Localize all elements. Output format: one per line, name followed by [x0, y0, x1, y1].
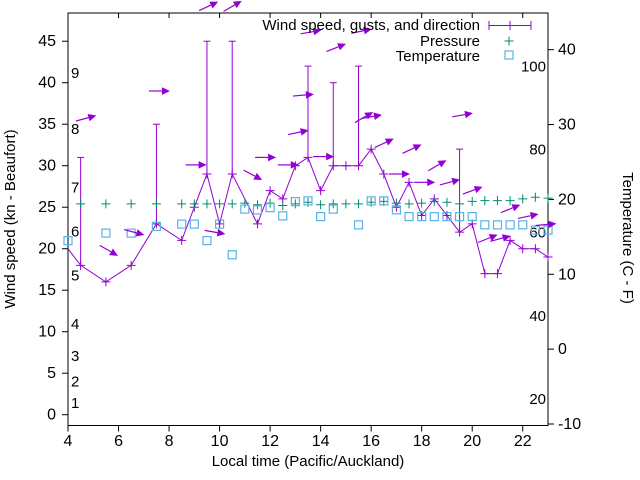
- beaufort-label: 7: [71, 179, 79, 196]
- y-right-tick-label: -10: [558, 416, 581, 433]
- wind-direction-arrow: [300, 27, 322, 36]
- wind-direction-arrow: [452, 110, 473, 119]
- wind-direction-arrow: [185, 161, 207, 169]
- x-tick-label: 14: [312, 433, 330, 450]
- wind-direction-arrow: [361, 112, 382, 120]
- legend-label-temperature: Temperature: [396, 48, 480, 65]
- wind-direction-arrow: [427, 160, 447, 172]
- wind-direction-arrow: [414, 178, 436, 187]
- y-left-tick-label: 10: [38, 324, 56, 341]
- x-tick-label: 22: [514, 433, 532, 450]
- wind-direction-arrow: [75, 113, 97, 122]
- wind-direction-arrow: [255, 153, 277, 162]
- wind-direction-arrow: [277, 161, 299, 169]
- wind-speed-series: [67, 144, 553, 287]
- pressure-series: [76, 192, 553, 211]
- fahrenheit-label: 80: [529, 142, 546, 159]
- temperature-series: [63, 196, 553, 260]
- wind-direction-arrow: [223, 0, 242, 12]
- wind-direction-arrow: [439, 177, 461, 186]
- wind-direction-arrow: [198, 1, 219, 12]
- x-tick-label: 20: [463, 433, 481, 450]
- wind-direction-arrow: [99, 244, 118, 256]
- fahrenheit-label: 60: [529, 225, 546, 242]
- y-right-tick-label: 30: [558, 117, 576, 134]
- chart-dynamic-layer: 4 6 8 10 12 14 16 18 20 2205101520253035404512345…: [38, 0, 581, 450]
- wind-direction-arrow: [477, 234, 498, 244]
- x-axis: 4 6 8 10 12 14 16 18 20 22: [64, 13, 532, 450]
- y-right-tick-label: 0: [558, 341, 567, 358]
- x-tick-label: 10: [211, 433, 229, 450]
- y-left-tick-label: 30: [38, 158, 56, 175]
- legend-samples: [488, 21, 532, 60]
- fahrenheit-label: 40: [529, 308, 546, 325]
- wind-direction-arrow: [243, 169, 263, 181]
- x-tick-label: 18: [413, 433, 431, 450]
- beaufort-label: 8: [71, 121, 79, 138]
- x-tick-label: 8: [165, 433, 174, 450]
- y-left-tick-label: 0: [47, 407, 56, 424]
- wind-direction-arrow: [204, 228, 226, 237]
- y-left-tick-label: 15: [38, 282, 56, 299]
- wind-direction-arrow: [313, 152, 335, 161]
- y-left-tick-label: 40: [38, 75, 56, 92]
- wind-direction-arrows: [75, 0, 557, 256]
- gust-bars: [77, 40, 464, 266]
- wind-direction-arrow: [351, 26, 372, 35]
- wind-direction-arrow: [326, 43, 346, 53]
- y-left-tick-label: 5: [47, 365, 56, 382]
- x-tick-label: 16: [362, 433, 380, 450]
- x-tick-label: 6: [114, 433, 123, 450]
- y-left-tick-label: 45: [38, 33, 56, 50]
- fahrenheit-label: 20: [529, 391, 546, 408]
- wind-direction-arrow: [287, 128, 309, 136]
- beaufort-label: 3: [71, 348, 79, 365]
- beaufort-label: 4: [71, 316, 79, 333]
- wind-direction-arrow: [500, 204, 521, 214]
- y-left-tick-label: 35: [38, 116, 56, 133]
- y-right-tick-label: 40: [558, 42, 576, 59]
- beaufort-label: 1: [71, 395, 79, 412]
- beaufort-label: 6: [71, 223, 79, 240]
- wind-direction-arrow: [374, 138, 394, 149]
- beaufort-label: 2: [71, 374, 79, 391]
- y-axis-right: -10 0 10 20 30 40 20 40 60 80 100: [521, 42, 581, 433]
- y-axis-title-right: Temperature (C - F): [619, 172, 636, 304]
- wind-direction-arrow: [490, 234, 511, 242]
- wind-direction-arrow: [354, 112, 374, 124]
- plot-border: [67, 12, 549, 426]
- y-left-tick-label: 25: [38, 199, 56, 216]
- fahrenheit-label: 100: [521, 58, 546, 75]
- legend-label-pressure: Pressure: [420, 33, 480, 50]
- x-axis-title: Local time (Pacific/Auckland): [212, 453, 405, 470]
- y-right-tick-label: 10: [558, 266, 576, 283]
- wind-direction-arrow: [123, 228, 145, 237]
- y-right-tick-label: 20: [558, 191, 576, 208]
- wind-direction-arrow: [535, 220, 557, 229]
- wind-direction-arrow: [292, 91, 314, 99]
- wind-direction-arrow: [462, 186, 483, 195]
- wind-direction-arrow: [388, 170, 410, 178]
- wind-direction-arrow: [517, 212, 539, 220]
- wind-direction-arrow: [402, 144, 422, 154]
- y-axis-title-left: Wind speed (kn - Beaufort): [2, 129, 19, 308]
- wind-direction-arrow: [148, 87, 170, 95]
- beaufort-label: 5: [71, 267, 79, 284]
- x-tick-label: 4: [64, 433, 73, 450]
- y-left-tick-label: 20: [38, 241, 56, 258]
- beaufort-label: 9: [71, 65, 79, 82]
- x-tick-label: 12: [261, 433, 279, 450]
- legend-label-wind: Wind speed, gusts, and direction: [262, 17, 480, 34]
